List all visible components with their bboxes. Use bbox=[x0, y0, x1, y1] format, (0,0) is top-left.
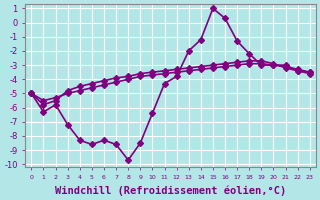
X-axis label: Windchill (Refroidissement éolien,°C): Windchill (Refroidissement éolien,°C) bbox=[55, 185, 286, 196]
